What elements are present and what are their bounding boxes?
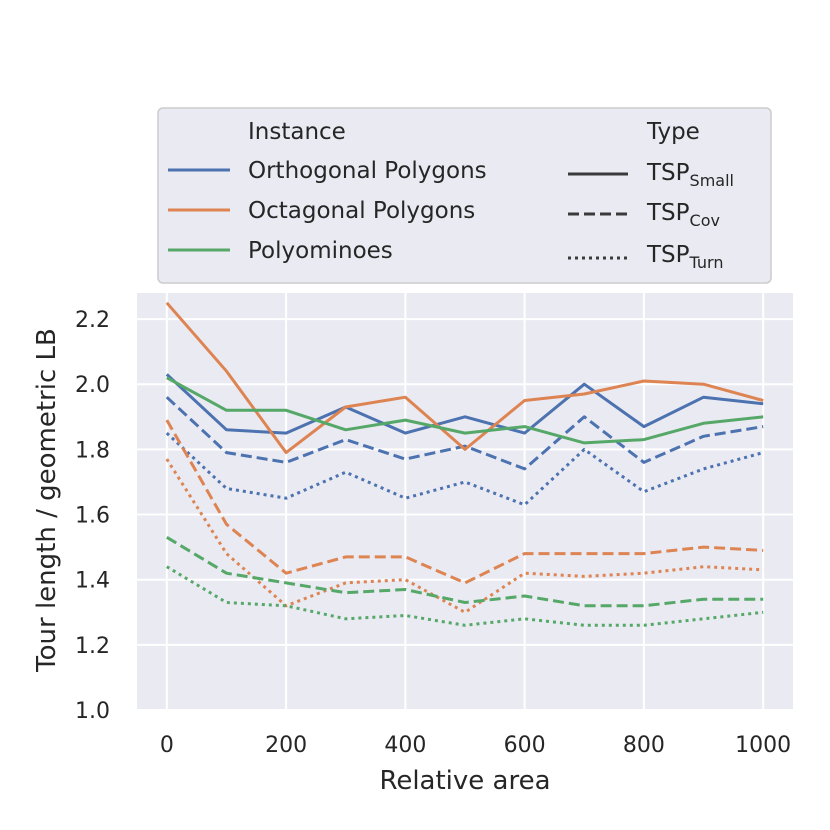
legend-label-turn-base: TSP [646, 242, 690, 268]
legend-label-cov: TSPCov [646, 200, 720, 230]
series-lines [165, 301, 764, 627]
x-axis-label: Relative area [379, 766, 550, 796]
x-tick-label: 400 [384, 733, 426, 758]
legend-label-orthogonal: Orthogonal Polygons [248, 158, 487, 184]
x-tick-label: 0 [160, 733, 174, 758]
series-line-polyominoes-cov [166, 536, 764, 608]
series-line-orthogonal-turn [165, 432, 764, 507]
legend-label-small-sub: Small [690, 171, 734, 190]
legend-label-turn: TSPTurn [646, 242, 723, 272]
x-tick-labels: 0 200 400 600 800 1000 [160, 733, 791, 758]
series-line-polyominoes-small [166, 376, 764, 445]
legend-label-small: TSPSmall [646, 160, 734, 190]
grid [137, 293, 793, 711]
series-line-orthogonal-small [165, 373, 764, 435]
y-tick-label: 1.8 [75, 438, 110, 463]
legend-type-title: Type [646, 119, 700, 145]
legend-instance-title: Instance [248, 119, 346, 145]
legend-label-small-base: TSP [646, 160, 690, 186]
series-line-polyominoes-turn [166, 565, 764, 627]
x-tick-label: 600 [504, 733, 546, 758]
y-tick-label: 1.0 [75, 699, 110, 724]
legend-label-octagonal: Octagonal Polygons [248, 198, 475, 224]
y-tick-label: 1.4 [75, 569, 110, 594]
y-tick-labels: 1.0 1.2 1.4 1.6 1.8 2.0 2.2 [75, 308, 110, 724]
y-tick-label: 1.2 [75, 634, 110, 659]
legend: Instance Type Orthogonal Polygons Octago… [157, 107, 772, 284]
x-tick-label: 800 [623, 733, 665, 758]
legend-frame [157, 107, 772, 284]
y-tick-label: 1.6 [75, 504, 110, 529]
legend-label-cov-sub: Cov [690, 211, 720, 230]
x-tick-label: 1000 [735, 733, 791, 758]
legend-label-turn-sub: Turn [689, 253, 724, 272]
legend-label-cov-base: TSP [646, 200, 690, 226]
plot-area [137, 293, 793, 710]
legend-label-polyominoes: Polyominoes [248, 238, 393, 264]
x-tick-label: 200 [265, 733, 307, 758]
y-axis-label: Tour length / geometric LB [32, 328, 62, 673]
y-tick-label: 2.2 [75, 308, 110, 333]
series-line-octagonal-small [165, 301, 764, 455]
y-tick-label: 2.0 [75, 373, 110, 398]
series-line-orthogonal-cov [165, 396, 764, 471]
